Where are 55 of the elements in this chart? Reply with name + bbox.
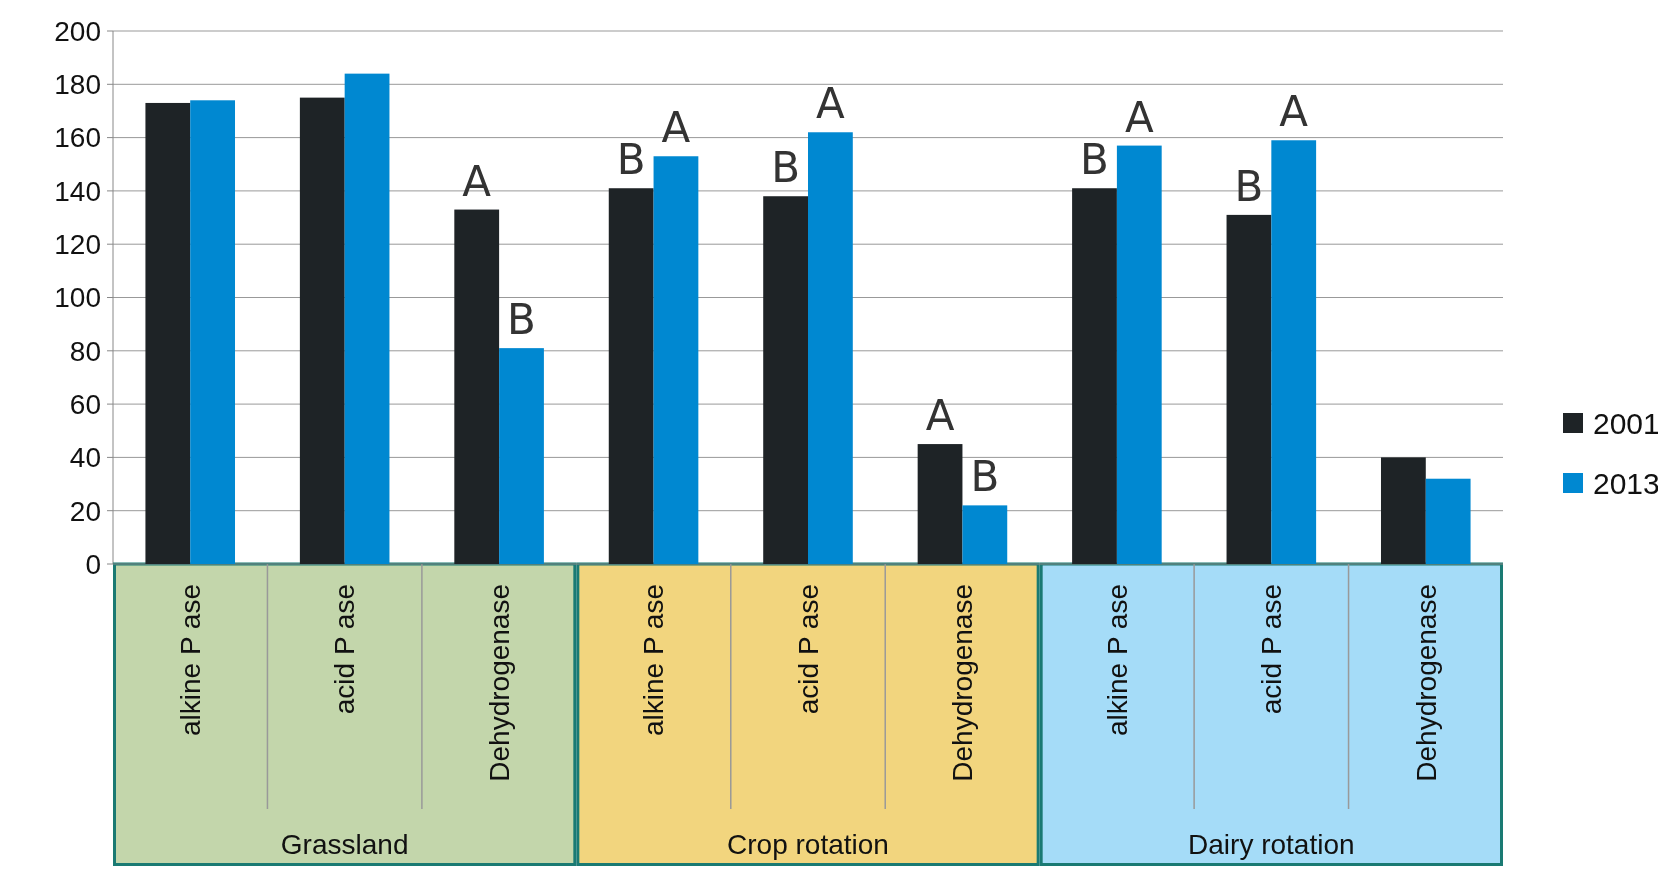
bar	[1271, 140, 1317, 564]
legend-label: 2001	[1593, 406, 1660, 440]
y-tick-label: 100	[54, 282, 101, 314]
x-tick-label: acid P ase	[329, 584, 361, 715]
data-label: B	[771, 143, 801, 193]
bar	[499, 348, 544, 564]
data-label: B	[507, 295, 536, 345]
bar	[808, 132, 853, 564]
bar	[917, 444, 963, 564]
bar	[190, 100, 236, 564]
x-tick-label: acid P ase	[792, 584, 824, 715]
y-tick-label: 40	[69, 442, 101, 474]
y-tick-label: 0	[85, 548, 101, 580]
bar	[1072, 188, 1117, 564]
bar	[608, 188, 654, 564]
text: Crop rotation	[727, 829, 889, 860]
data-label: B	[1234, 161, 1264, 211]
data-label: A	[816, 79, 846, 129]
bar	[653, 156, 699, 564]
x-tick-label: Dehydrogenase	[947, 584, 979, 782]
data-label: A	[925, 391, 955, 441]
bar	[344, 73, 390, 564]
bar	[1425, 478, 1471, 564]
x-tick-label: acid P ase	[1256, 584, 1288, 715]
y-tick-label: 160	[54, 122, 101, 154]
y-tick-label: 180	[54, 69, 101, 101]
bar	[763, 196, 808, 564]
data-label: A	[661, 103, 691, 153]
data-label: B	[970, 452, 1000, 502]
y-tick-label: 140	[54, 175, 101, 207]
bar	[299, 97, 345, 564]
bar	[1226, 214, 1272, 564]
legend-label: 2013	[1593, 466, 1660, 500]
y-tick-label: 120	[54, 229, 101, 260]
data-label: B	[616, 135, 646, 185]
bar	[962, 505, 1008, 564]
data-label: A	[1279, 87, 1309, 137]
x-tick-label: Dehydrogenase	[483, 584, 515, 782]
data-label: A	[1124, 92, 1154, 142]
bar	[1380, 457, 1426, 564]
x-tick-label: alkine P ase	[638, 584, 670, 737]
x-tick-label: alkine P ase	[175, 584, 207, 737]
text: Dairy rotation	[1188, 829, 1355, 860]
data-label: A	[462, 156, 492, 206]
bar	[454, 209, 500, 564]
y-tick-label: 20	[69, 495, 101, 527]
y-tick-label: 200	[54, 15, 101, 47]
y-tick-label: 60	[69, 388, 101, 420]
text: Grassland	[280, 829, 409, 860]
x-tick-label: Dehydrogenase	[1410, 584, 1442, 782]
bar	[1116, 145, 1162, 564]
bar	[145, 102, 191, 564]
y-tick-label: 80	[69, 335, 101, 367]
data-label: B	[1080, 135, 1109, 185]
x-tick-label: alkine P ase	[1101, 584, 1133, 737]
